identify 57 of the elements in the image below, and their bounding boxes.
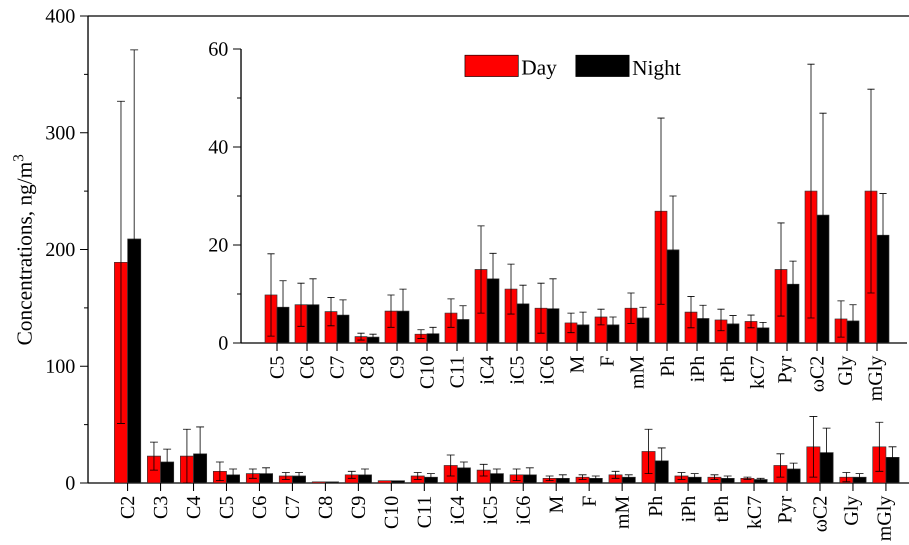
x-tick-label: Pyr (778, 356, 796, 383)
x-tick-label: C6 (300, 356, 314, 378)
y-tick-label: 0 (219, 336, 228, 350)
x-tick-label: tPh (714, 496, 728, 522)
y-axis-title: Concentrations, ng/m$^{3}$ (13, 154, 36, 345)
y-tick-label: 100 (47, 359, 75, 373)
x-tick-label: iC5 (484, 496, 497, 524)
x-tick-label: M (570, 356, 584, 373)
x-tick-label: Pyr (778, 496, 796, 523)
x-tick-label: C8 (318, 496, 332, 518)
x-tick-label: iC6 (540, 356, 554, 384)
x-tick-label: mGly (876, 496, 896, 541)
legend-label: Night (632, 60, 681, 80)
x-tick-label: Gly (838, 356, 856, 385)
x-tick-label: kC7 (747, 496, 762, 529)
x-tick-label: C3 (154, 496, 168, 518)
x-tick-label: mGly (868, 356, 886, 401)
x-tick-label: iC4 (450, 496, 464, 524)
x-tick-label: C6 (252, 496, 266, 518)
x-tick-label: Gly (844, 496, 862, 525)
x-tick-label: mM (630, 356, 644, 389)
x-tick-label: C9 (352, 496, 366, 518)
x-tick-label: iC5 (510, 356, 524, 384)
y-tick-label: 400 (46, 9, 75, 23)
y-tick-label: 40 (208, 140, 228, 154)
y-tick-label: 300 (46, 126, 75, 140)
x-tick-label: iC6 (516, 496, 530, 524)
x-tick-label: mM (616, 496, 629, 529)
x-tick-label: C9 (390, 356, 404, 378)
x-tick-label: C7 (330, 356, 344, 378)
x-tick-label: F (600, 356, 614, 366)
y-tick-label: 200 (46, 242, 75, 256)
x-tick-label: C11 (450, 356, 464, 388)
x-tick-label: iPh (681, 496, 696, 522)
x-tick-label: C11 (418, 496, 432, 528)
x-tick-label: F (582, 496, 596, 506)
x-tick-label: C2 (120, 496, 134, 518)
x-tick-label: tPh (720, 356, 734, 382)
legend-label: Day (522, 60, 557, 80)
x-tick-label: Ph (648, 496, 662, 516)
x-tick-label: C8 (360, 356, 374, 378)
x-tick-label: kC7 (750, 356, 764, 389)
y-tick-label: 0 (66, 476, 75, 490)
x-tick-label: Ph (660, 356, 674, 376)
x-tick-label: C5 (270, 356, 284, 378)
x-tick-label: iC4 (480, 356, 494, 384)
x-tick-label: ωC2 (813, 496, 827, 532)
x-tick-label: C5 (220, 496, 234, 518)
x-tick-label: ωC2 (810, 356, 824, 392)
x-tick-label: C10 (384, 496, 398, 528)
y-tick-label: 20 (209, 238, 228, 252)
x-tick-label: C10 (420, 356, 434, 388)
x-tick-label: C4 (186, 496, 200, 518)
y-tick-label: 60 (209, 42, 228, 56)
x-tick-label: M (550, 496, 563, 513)
x-tick-label: C7 (286, 496, 300, 518)
x-tick-label: iPh (690, 356, 704, 382)
